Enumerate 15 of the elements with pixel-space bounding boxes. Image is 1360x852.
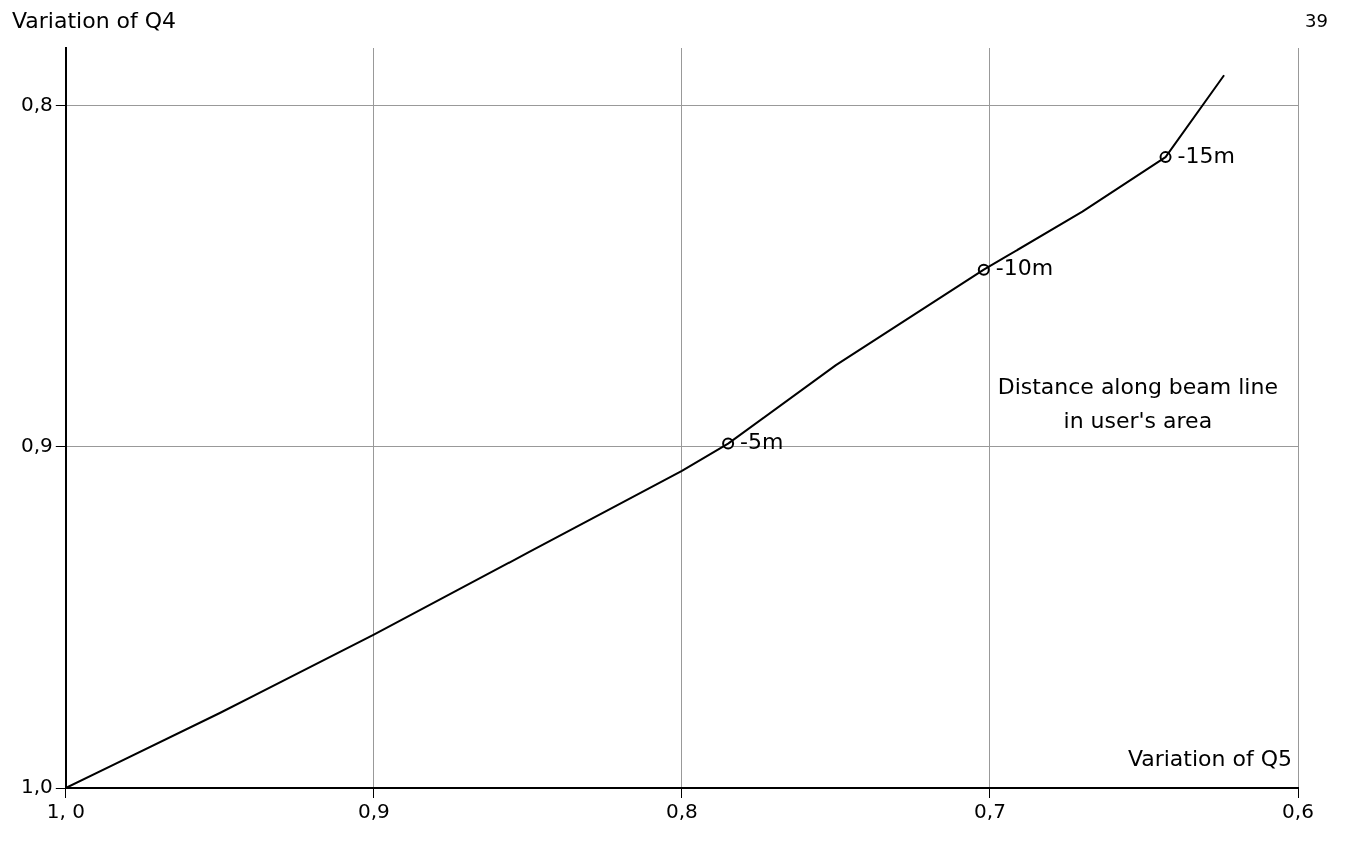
x-tick-label: 1, 0	[46, 799, 85, 824]
x-tick-label: 0,6	[1282, 799, 1314, 824]
text: 39	[1305, 9, 1328, 31]
y-axis-title: Variation of Q4	[12, 7, 177, 33]
y-tick-label: 0,8	[20, 92, 53, 117]
annotation: -5m	[740, 429, 784, 455]
annotation: -15m	[1177, 142, 1235, 168]
x-axis-title: Variation of Q5	[1127, 745, 1292, 771]
annotation: -10m	[995, 255, 1054, 281]
y-tick-label: 0,9	[20, 433, 53, 458]
x-tick-label: 0,8	[666, 799, 698, 824]
x-tick-label: 0,9	[357, 799, 390, 824]
annotation: Distance along beam line in user's area	[997, 374, 1278, 434]
x-tick-label: 0,7	[974, 799, 1006, 824]
y-tick-label: 1,0	[20, 774, 53, 799]
